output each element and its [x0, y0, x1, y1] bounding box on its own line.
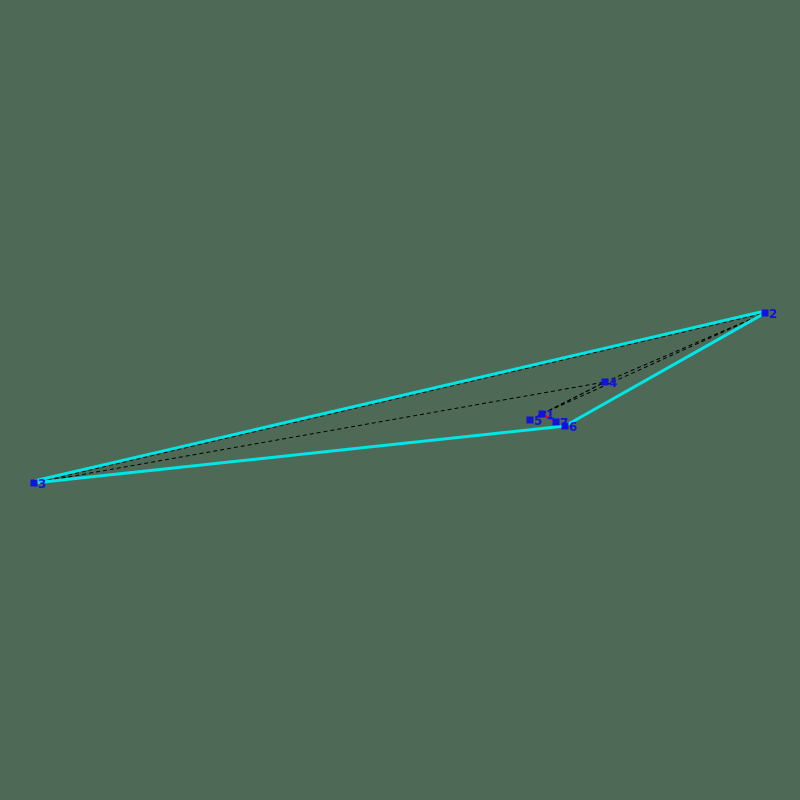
graph-edge-tour-3-2	[33, 309, 766, 483]
graph-node-label-4: 4	[609, 376, 617, 390]
graph-node-label-5: 5	[534, 414, 542, 428]
graph-node-7	[552, 418, 560, 426]
graph-node-3	[30, 479, 38, 487]
graph-edge-tour-2-6	[564, 311, 766, 428]
graph-edge-dashed-4-2	[604, 312, 766, 383]
graph-node-label-1: 1	[546, 408, 554, 422]
graph-node-4	[601, 378, 609, 386]
graph-node-label-7: 7	[560, 416, 568, 430]
graph-node-5	[526, 416, 534, 424]
graph-edge-dashed-3-2	[33, 312, 766, 484]
graph-edge-dashed-3-4	[33, 381, 606, 484]
graph-node-label-6: 6	[569, 420, 577, 434]
graph-edge-dashed-1-2	[541, 312, 766, 415]
graph-node-label-2: 2	[769, 307, 777, 321]
graph-node-1	[538, 410, 546, 418]
graph-node-label-3: 3	[38, 477, 46, 491]
graph-edge-tour-6-3	[33, 424, 566, 485]
graph-node-6	[561, 422, 569, 430]
graph-node-2	[761, 309, 769, 317]
